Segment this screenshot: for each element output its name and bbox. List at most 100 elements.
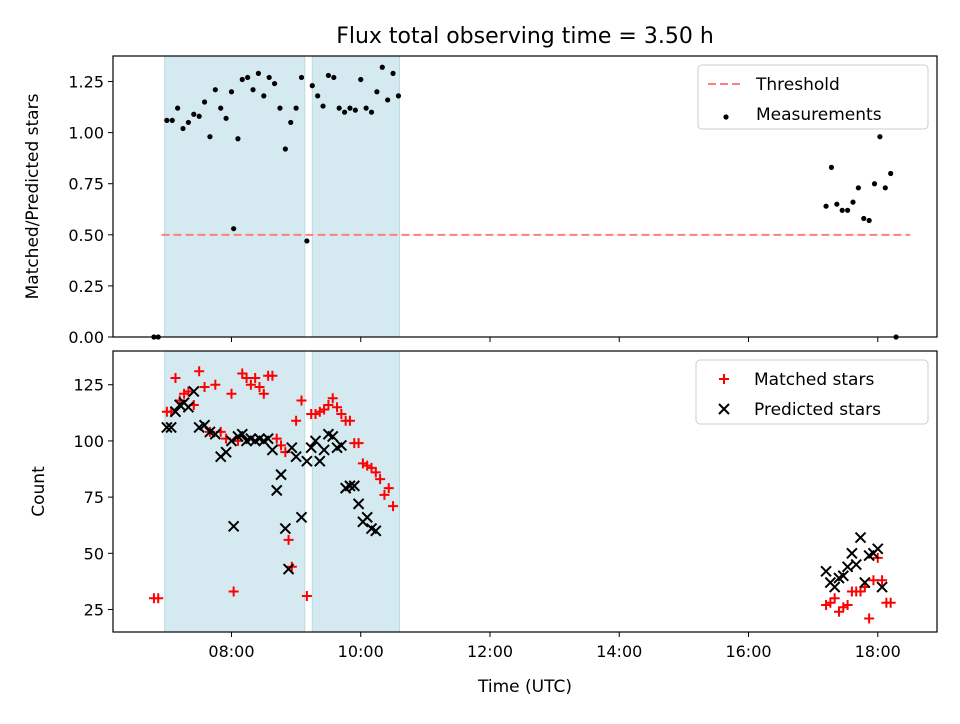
measurement-point <box>231 226 237 232</box>
measurement-point <box>347 105 353 111</box>
matched-star-point <box>842 600 853 611</box>
measurement-point <box>282 146 288 152</box>
matched-star-point <box>877 575 888 586</box>
x-tick-label: 08:00 <box>208 642 254 661</box>
predicted-star-point <box>282 563 295 575</box>
plot-frame <box>112 55 938 338</box>
matched-star-point <box>245 379 256 390</box>
predicted-star-point <box>279 522 292 535</box>
matched-star-point <box>323 399 334 410</box>
legend-marker <box>723 114 729 120</box>
y-axis-label: Count <box>29 466 49 517</box>
matched-star-point <box>327 393 338 404</box>
measurement-point <box>191 111 197 117</box>
measurement-point <box>866 217 872 224</box>
measurement-point <box>871 181 878 187</box>
matched-star-point <box>228 586 239 597</box>
predicted-star-point <box>286 441 298 454</box>
y-tick-label: 0.00 <box>68 328 104 347</box>
measurement-point <box>218 105 224 111</box>
measurement-point <box>844 207 851 213</box>
legend-box <box>695 359 929 425</box>
y-tick-label: 1.25 <box>68 73 104 92</box>
predicted-star-point <box>850 558 862 571</box>
measurement-point <box>368 109 375 115</box>
y-tick-label: 25 <box>84 601 104 620</box>
matched-star-point <box>194 366 205 377</box>
measurement-point <box>245 74 251 81</box>
measurement-point <box>250 87 256 93</box>
matched-star-point <box>291 415 302 426</box>
matched-star-point <box>370 467 381 478</box>
predicted-star-point <box>305 441 317 454</box>
measurement-point <box>315 93 321 99</box>
x-tick-label: 12:00 <box>467 642 513 661</box>
matched-star-point <box>153 593 164 604</box>
measurement-point <box>298 74 305 81</box>
predicted-star-point <box>318 444 330 456</box>
predicted-star-point <box>370 525 382 537</box>
matched-star-point <box>296 395 307 406</box>
predicted-star-point <box>220 446 232 458</box>
measurement-point <box>850 199 856 205</box>
predicted-star-point <box>314 455 326 467</box>
matched-star-point <box>170 372 181 383</box>
matched-star-point <box>336 408 347 419</box>
x-tick-label: 10:00 <box>338 642 384 661</box>
upper-panel: 0.00 0.25 0.50 0.75 1.00 1.25 Matched/Predicte… <box>23 55 938 347</box>
measurement-point <box>261 93 267 99</box>
measurement-point <box>888 170 894 177</box>
y-tick-label: 1.00 <box>68 124 104 143</box>
matched-star-point <box>388 501 399 512</box>
measurement-point <box>341 109 348 115</box>
legend-box <box>697 64 929 130</box>
predicted-star-point <box>859 576 871 589</box>
predicted-star-point <box>161 421 173 434</box>
measurement-point <box>352 107 358 113</box>
measurement-point <box>288 119 294 126</box>
measurement-point <box>882 185 888 191</box>
x-tick-label: 16:00 <box>725 642 771 661</box>
measurement-point <box>374 89 380 95</box>
predicted-star-point <box>335 439 348 452</box>
matched-star-point <box>383 483 394 494</box>
predicted-star-point <box>182 401 195 413</box>
y-tick-label: 0.25 <box>68 277 104 296</box>
measurement-point <box>223 115 229 121</box>
legend-label: Measurements <box>756 105 882 125</box>
predicted-star-point <box>165 421 177 434</box>
predicted-star-point <box>227 520 240 533</box>
measurement-point <box>255 70 262 76</box>
predicted-star-point <box>290 450 302 463</box>
matched-star-point <box>885 597 896 608</box>
measurement-point <box>277 105 283 111</box>
matched-star-point <box>864 613 875 624</box>
measurement-point <box>201 99 208 105</box>
measurement-point <box>379 64 385 70</box>
matched-star-point <box>332 402 343 413</box>
measurement-point <box>196 113 202 119</box>
measurement-point <box>385 97 391 103</box>
measurement-point <box>169 117 175 123</box>
measurement-point <box>239 76 245 83</box>
measurement-point <box>839 207 845 213</box>
matched-star-point <box>226 388 237 399</box>
matched-star-point <box>283 534 294 545</box>
y-tick-label: 0.50 <box>68 226 104 245</box>
predicted-star-point <box>275 468 287 481</box>
measurement-point <box>336 105 342 111</box>
predicted-star-point <box>352 498 365 510</box>
legend-marker <box>719 374 729 384</box>
y-tick-label: 100 <box>73 432 104 451</box>
measurement-point <box>207 134 213 140</box>
chart-title: Flux total observing time = 3.50 h <box>336 24 714 49</box>
matched-star-point <box>379 489 390 500</box>
measurement-point <box>828 164 835 170</box>
matched-star-point <box>199 381 210 392</box>
predicted-star-point <box>837 570 849 582</box>
legend-label: Matched stars <box>754 370 874 390</box>
measurement-point <box>877 134 883 140</box>
measurement-point <box>834 201 840 207</box>
predicted-star-point <box>841 561 854 573</box>
